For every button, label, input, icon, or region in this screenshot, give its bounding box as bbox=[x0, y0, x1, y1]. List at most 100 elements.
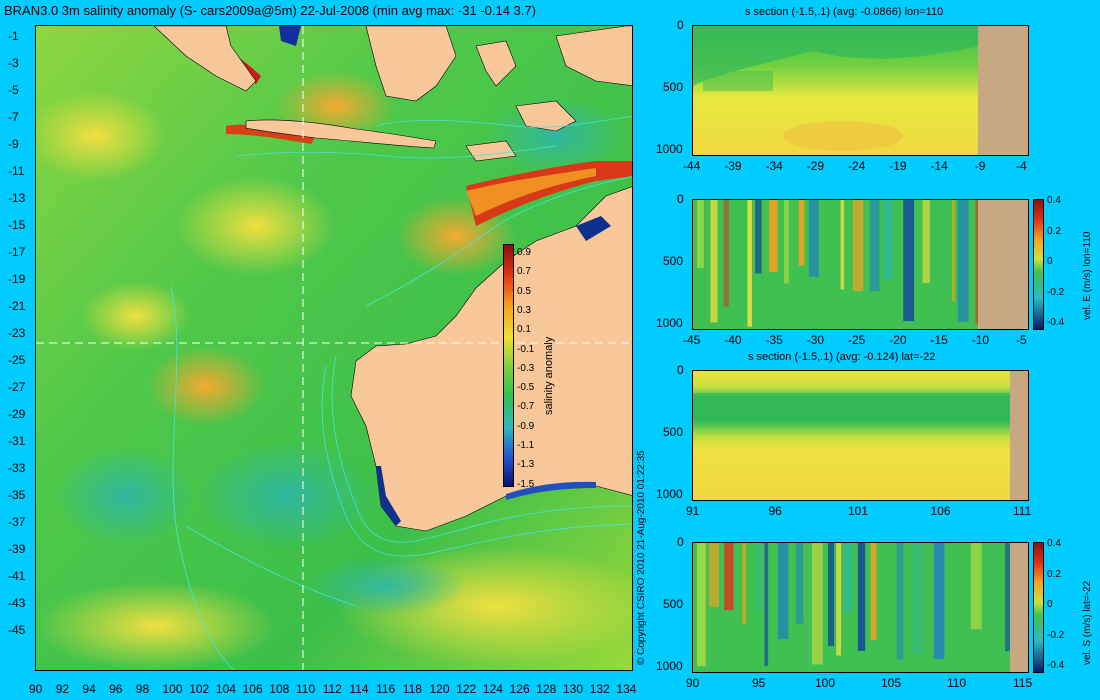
section4-y-tick: 500 bbox=[663, 596, 684, 611]
map-lon-tick: 102 bbox=[189, 682, 210, 696]
section4-colorbar-tick: -0.4 bbox=[1047, 660, 1065, 671]
map-lat-tick: -15 bbox=[8, 218, 26, 232]
section2-x-tick: -30 bbox=[806, 333, 825, 347]
map-lon-tick: 104 bbox=[215, 682, 236, 696]
map-lon-tick: 94 bbox=[82, 682, 96, 696]
section3-x-tick: 106 bbox=[930, 504, 951, 518]
section3-plot[interactable] bbox=[692, 370, 1029, 501]
section4-y-tick: 0 bbox=[677, 535, 684, 549]
map-colorbar-label: salinity anomaly bbox=[543, 336, 555, 415]
section3-y-tick: 500 bbox=[663, 424, 684, 439]
map-lat-tick: -29 bbox=[8, 407, 26, 421]
map-lat-tick: -27 bbox=[8, 380, 26, 394]
section4-colorbar-tick: 0 bbox=[1047, 599, 1053, 610]
map-lat-tick: -21 bbox=[8, 299, 26, 313]
section2-plot[interactable] bbox=[692, 199, 1029, 330]
map-lon-tick: 118 bbox=[402, 682, 422, 696]
section1-y-tick: 1000 bbox=[656, 142, 683, 156]
map-colorbar-tick: 0.1 bbox=[517, 324, 531, 336]
section1-y-tick: 500 bbox=[663, 79, 684, 94]
map-lat-tick: -7 bbox=[8, 110, 19, 124]
section3-x-tick: 91 bbox=[686, 504, 700, 518]
section1-y-tick: 0 bbox=[677, 18, 684, 32]
map-lon-tick: 100 bbox=[162, 682, 183, 696]
section3-x-tick: 111 bbox=[1013, 504, 1032, 518]
section1-x-tick: -9 bbox=[974, 159, 986, 173]
section3-y-tick: 1000 bbox=[656, 487, 683, 501]
map-lat-tick: -5 bbox=[8, 83, 19, 97]
map-lon-tick: 132 bbox=[589, 682, 610, 696]
map-lat-tick: -9 bbox=[8, 137, 19, 151]
map-lon-tick: 110 bbox=[296, 682, 316, 696]
map-lon-tick: 106 bbox=[242, 682, 263, 696]
map-title: BRAN3.0 3m salinity anomaly (S- cars2009… bbox=[4, 3, 536, 18]
map-colorbar-tick: -0.5 bbox=[517, 382, 535, 394]
section4-x-tick: 100 bbox=[815, 676, 836, 690]
section2-x-tick: -20 bbox=[889, 333, 907, 347]
section4-colorbar bbox=[1033, 542, 1044, 673]
section3-y-tick: 0 bbox=[677, 363, 684, 377]
copyright-note: © Copyright CSIRO 2010 21-Aug-2010 01:22… bbox=[636, 450, 647, 665]
section4-y-tick: 1000 bbox=[656, 659, 683, 673]
map-lat-tick: -33 bbox=[8, 461, 26, 475]
section1-plot[interactable] bbox=[692, 25, 1029, 156]
map-lon-tick: 114 bbox=[349, 682, 369, 696]
map-colorbar-tick: -1.1 bbox=[517, 440, 535, 451]
section2-x-tick: -10 bbox=[971, 333, 990, 347]
map-colorbar-tick: -0.3 bbox=[517, 362, 535, 374]
map-lon-tick: 90 bbox=[29, 682, 43, 696]
section2-x-tick: -45 bbox=[683, 333, 701, 347]
section2-y-tick: 1000 bbox=[656, 316, 683, 330]
section2-colorbar bbox=[1033, 199, 1044, 330]
section2-y-tick: 500 bbox=[663, 253, 684, 268]
map-lat-tick: -37 bbox=[8, 515, 26, 529]
section4-colorbar-label: vel. S (m/s) lat=-22 bbox=[1082, 580, 1093, 665]
map-lon-tick: 130 bbox=[563, 682, 584, 696]
map-lat-tick: -13 bbox=[8, 191, 26, 205]
section1-x-tick: -14 bbox=[930, 159, 948, 173]
section1-x-tick: -24 bbox=[848, 159, 866, 173]
section2-x-tick: -35 bbox=[765, 333, 783, 347]
section2-x-tick: -15 bbox=[930, 333, 948, 347]
map-colorbar-tick: 0.5 bbox=[517, 285, 531, 297]
map-colorbar-tick: -0.7 bbox=[517, 401, 535, 413]
map-colorbar-tick: 0.9 bbox=[517, 247, 531, 258]
map-lon-tick: 98 bbox=[135, 682, 150, 696]
map-lat-tick: -1 bbox=[8, 29, 19, 43]
map-lon-tick: 112 bbox=[322, 682, 342, 696]
map-lat-tick: -41 bbox=[8, 569, 26, 583]
map-colorbar-tick: -1.5 bbox=[517, 478, 535, 490]
map-lon-tick: 124 bbox=[482, 682, 503, 696]
section4-plot[interactable] bbox=[692, 542, 1029, 673]
map-lat-tick: -45 bbox=[8, 623, 26, 637]
map-lat-tick: -19 bbox=[8, 272, 26, 286]
salinity-map[interactable] bbox=[35, 25, 633, 671]
map-lat-tick: -35 bbox=[8, 488, 26, 502]
section2-colorbar-label: vel. E (m/s) lon=110 bbox=[1082, 231, 1093, 320]
section1-x-tick: -4 bbox=[1016, 159, 1027, 173]
map-lat-tick: -3 bbox=[8, 56, 19, 70]
section4-colorbar-tick: -0.2 bbox=[1047, 629, 1065, 641]
map-colorbar-tick: 0.7 bbox=[517, 266, 531, 278]
section2-x-tick: -40 bbox=[724, 333, 742, 347]
map-lat-tick: -11 bbox=[8, 164, 25, 178]
section1-x-tick: -44 bbox=[683, 159, 701, 173]
map-lat-tick: -39 bbox=[8, 542, 26, 556]
map-lon-tick: 120 bbox=[429, 682, 450, 696]
section4-x-tick: 105 bbox=[881, 676, 902, 690]
map-colorbar bbox=[503, 244, 514, 487]
map-colorbar-tick: -1.3 bbox=[517, 459, 535, 471]
map-lon-tick: 92 bbox=[55, 682, 70, 696]
map-lat-tick: -25 bbox=[8, 353, 26, 367]
map-lon-tick: 134 bbox=[616, 682, 637, 696]
map-lon-tick: 122 bbox=[456, 682, 477, 696]
section2-x-tick: -25 bbox=[848, 333, 866, 347]
map-lon-tick: 126 bbox=[509, 682, 530, 696]
section2-colorbar-tick: -0.4 bbox=[1047, 317, 1065, 328]
section1-x-tick: -39 bbox=[724, 159, 742, 173]
map-lon-tick: 96 bbox=[109, 682, 123, 696]
map-colorbar-tick: -0.1 bbox=[517, 343, 535, 355]
section3-title: s section (-1.5,.1) (avg: -0.124) lat=-2… bbox=[748, 351, 936, 363]
section2-x-tick: -5 bbox=[1016, 333, 1027, 347]
map-lon-tick: 108 bbox=[269, 682, 290, 696]
